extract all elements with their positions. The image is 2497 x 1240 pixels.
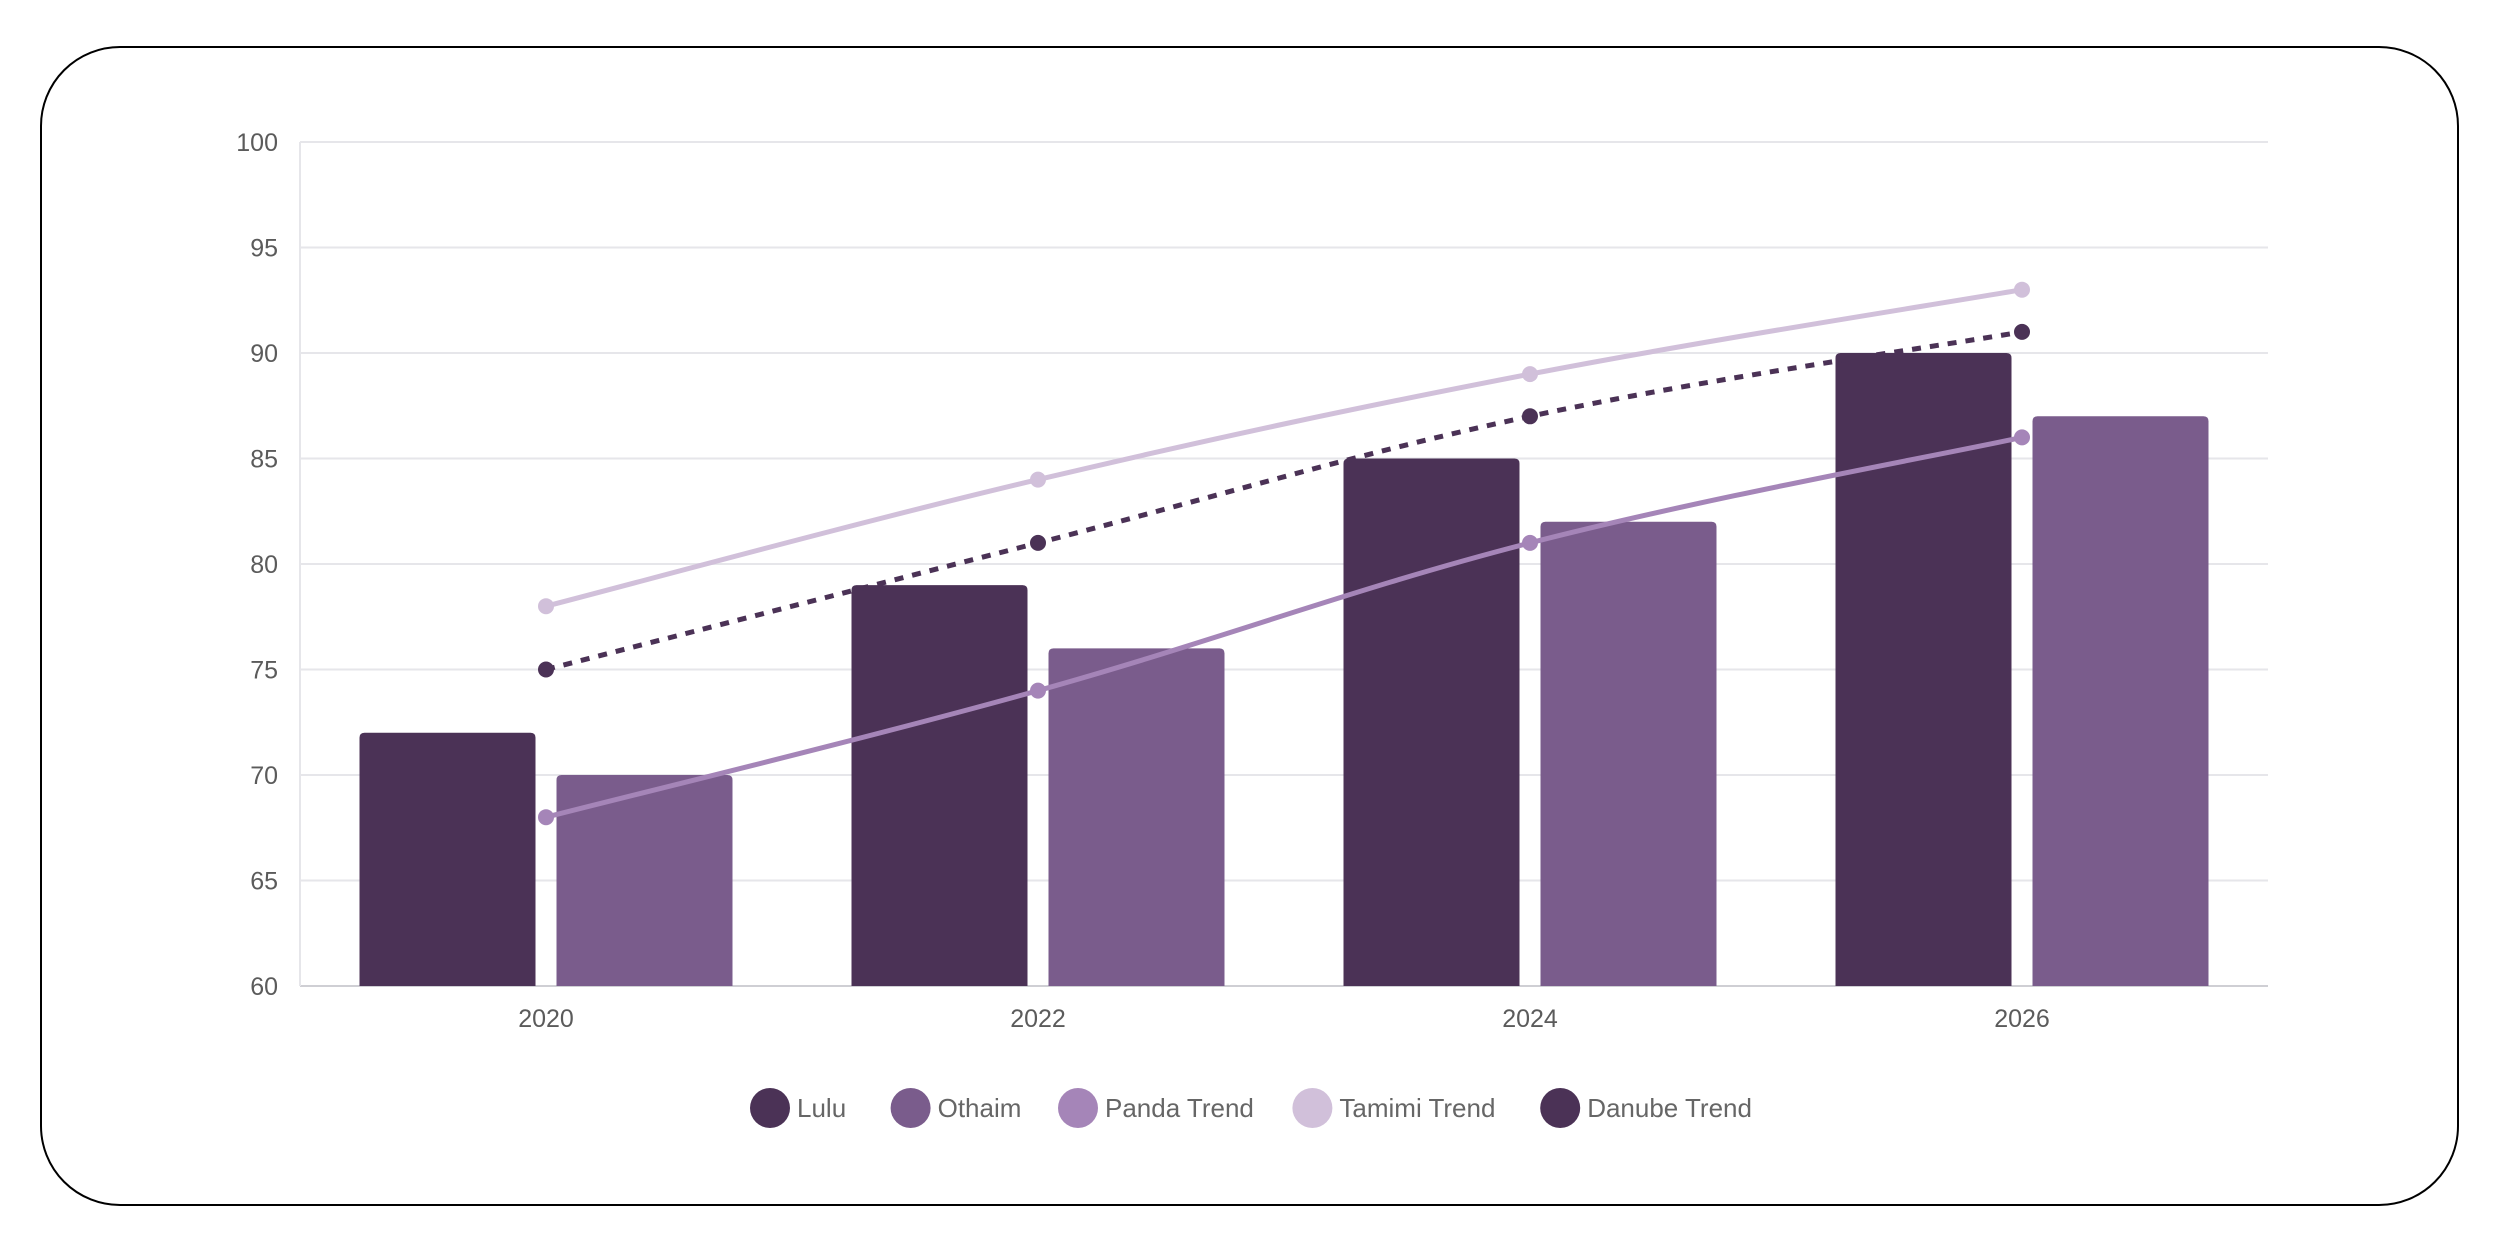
y-tick-label: 85: [250, 446, 278, 474]
legend-item-panda-trend: Panda Trend: [1058, 1088, 1254, 1128]
bar-lulu: [1835, 353, 2012, 986]
legend-item-othaim: Othaim: [890, 1088, 1022, 1128]
y-tick-label: 60: [250, 973, 278, 1001]
legend-swatch: [890, 1088, 931, 1128]
point-danube-trend: [1522, 408, 1538, 425]
point-tamimi-trend: [538, 598, 554, 615]
point-tamimi-trend: [1030, 471, 1046, 488]
legend-swatch: [1540, 1088, 1581, 1128]
y-tick-label: 90: [250, 340, 278, 368]
legend-label: Panda Trend: [1105, 1093, 1254, 1123]
line-panda-trend: [543, 434, 2025, 820]
point-panda-trend: [1030, 682, 1046, 699]
y-tick-label: 100: [236, 129, 278, 157]
axes: 60 65 70 75 80 85 90 95 100 2020 2022 2024 2026: [236, 129, 2050, 1033]
point-danube-trend: [2014, 323, 2030, 340]
legend-label: Lulu: [797, 1093, 846, 1123]
y-tick-label: 95: [250, 235, 278, 263]
point-panda-trend: [1522, 534, 1538, 551]
legend-label: Othaim: [938, 1093, 1022, 1123]
y-tick-label: 80: [250, 551, 278, 579]
bar-lulu: [1343, 458, 1520, 986]
legend-label: Tamimi Trend: [1339, 1093, 1495, 1123]
point-danube-trend: [1030, 534, 1046, 551]
x-tick-label: 2026: [1994, 1005, 2050, 1033]
legend-item-lulu: Lulu: [750, 1088, 846, 1128]
x-tick-label: 2020: [518, 1005, 574, 1033]
bar-othaim: [1048, 648, 1225, 986]
x-tick-label: 2024: [1502, 1005, 1558, 1033]
x-tick-label: 2022: [1010, 1005, 1066, 1033]
trend-lines: [538, 281, 2030, 826]
point-panda-trend: [538, 809, 554, 826]
bar-othaim: [556, 775, 733, 986]
bar-othaim: [1540, 521, 1717, 986]
legend-swatch: [750, 1088, 790, 1128]
legend-swatch: [1058, 1088, 1098, 1128]
line-danube-trend: [545, 329, 2023, 672]
legend-item-danube-trend: Danube Trend: [1540, 1088, 1752, 1128]
y-tick-label: 75: [250, 657, 278, 685]
y-tick-label: 70: [250, 762, 278, 790]
legend-item-tamimi-trend: Tamimi Trend: [1292, 1088, 1495, 1128]
point-danube-trend: [538, 661, 554, 678]
line-tamimi-trend: [543, 287, 2025, 609]
y-tick-label: 65: [250, 868, 278, 896]
bar-lulu: [359, 732, 536, 986]
legend-swatch: [1292, 1088, 1333, 1128]
bar-lulu: [851, 585, 1028, 986]
point-tamimi-trend: [2014, 281, 2030, 298]
point-tamimi-trend: [1522, 366, 1538, 383]
legend: Lulu Othaim Panda Trend Tamimi Trend Danube …: [750, 1088, 1752, 1128]
bars: [359, 353, 2209, 986]
bar-othaim: [2032, 416, 2209, 986]
legend-label: Danube Trend: [1587, 1093, 1752, 1123]
point-panda-trend: [2014, 429, 2030, 446]
